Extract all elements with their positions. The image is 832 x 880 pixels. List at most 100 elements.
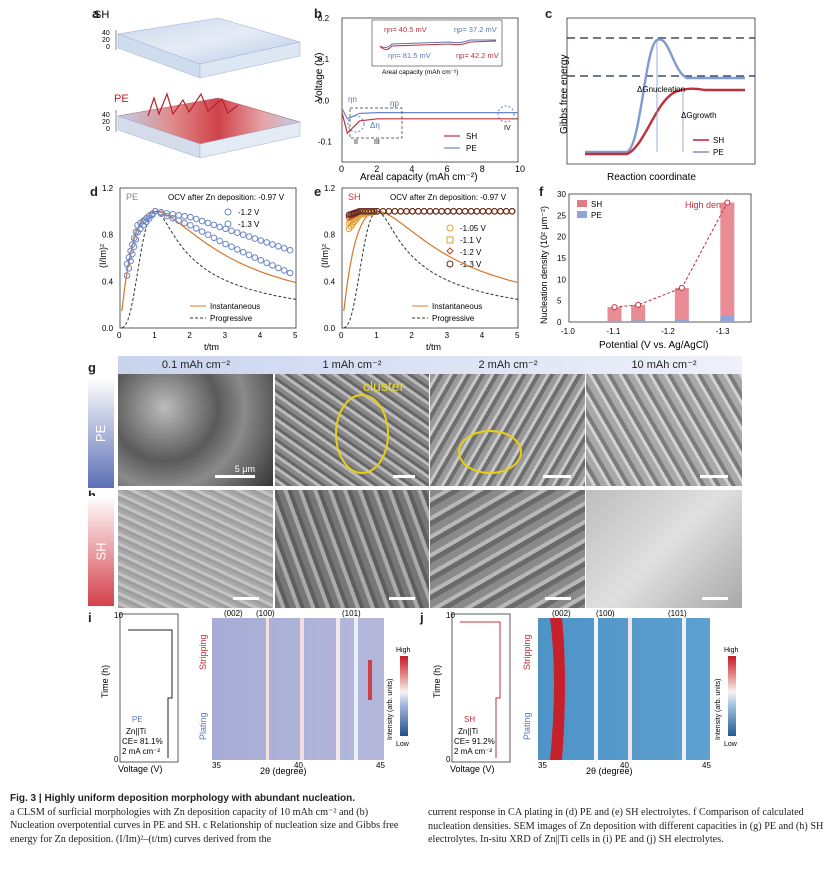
j-ylabel: Time (h) bbox=[432, 665, 442, 698]
i-tt: 45 bbox=[376, 761, 385, 770]
f-ytick: 10 bbox=[557, 275, 566, 284]
d-ylabel: (I/Im)² bbox=[98, 244, 108, 268]
caption-left-text: a CLSM of surficial morphologies with Zn… bbox=[10, 806, 399, 845]
marker--1.3 V bbox=[127, 257, 134, 265]
ytick: 0.0 bbox=[102, 324, 114, 333]
b-ytick: 0.1 bbox=[318, 55, 330, 64]
b-ytick: -0.1 bbox=[318, 137, 332, 146]
marker--1.3 V bbox=[420, 208, 428, 215]
g-header-4: 10 mAh cm⁻² bbox=[631, 359, 697, 371]
marker--1.2 V bbox=[251, 235, 259, 242]
marker--1.3 V bbox=[222, 240, 229, 248]
j-intensity: Intensity (arb. units) bbox=[715, 679, 722, 740]
b-legend-pe: PE bbox=[466, 144, 477, 153]
j-plating: Plating bbox=[522, 712, 532, 740]
marker--1.2 V bbox=[286, 246, 294, 254]
caption-right: current response in CA plating in (d) PE… bbox=[428, 806, 824, 847]
b-eta-n-sh: ηn= 81.5 mV bbox=[388, 51, 431, 60]
j-peak: (100) bbox=[596, 610, 615, 618]
i-low: Low bbox=[396, 741, 410, 748]
b-ylabel: Voltage (V) bbox=[314, 53, 325, 102]
i-cell: Zn||Ti bbox=[126, 727, 146, 736]
cluster-ring bbox=[335, 394, 389, 474]
f-bar-sh bbox=[720, 202, 735, 322]
j-stripping: Stripping bbox=[522, 634, 532, 670]
panel-c: c Gibbs free energy Reaction coordinate … bbox=[545, 6, 765, 184]
f-point bbox=[635, 301, 642, 308]
marker--1.3 V bbox=[467, 208, 475, 215]
sem-sh-10 bbox=[586, 490, 742, 608]
scale-bar bbox=[700, 475, 728, 478]
e-legend-3: -1.2 V bbox=[460, 248, 482, 257]
b-xlabel: Areal capacity (mAh cm⁻²) bbox=[360, 172, 478, 183]
xtick: 5 bbox=[293, 331, 298, 340]
f-xlabel: Potential (V vs. Ag/AgCl) bbox=[599, 340, 709, 351]
marker--1.3 V bbox=[130, 243, 138, 251]
i-peak: (100) bbox=[256, 610, 275, 618]
marker--1.3 V bbox=[438, 208, 445, 215]
h-side-tag: SH bbox=[88, 496, 114, 606]
f-bar-sh bbox=[674, 287, 689, 322]
panel-label-a: a bbox=[92, 6, 100, 21]
f-ytick: 20 bbox=[557, 233, 566, 242]
caption-right-text: current response in CA plating in (d) PE… bbox=[428, 807, 824, 845]
ytick: 0.4 bbox=[102, 277, 114, 286]
xtick: 1 bbox=[374, 331, 379, 340]
clsm-surfaces: SH 40 20 0 PE 40 20 0 bbox=[94, 9, 301, 159]
i-tag: PE bbox=[132, 715, 143, 724]
marker--1.2 V bbox=[210, 221, 218, 229]
panel-b: b Voltage (V) Areal capacity (mAh cm⁻²) … bbox=[310, 6, 530, 184]
f-ytick: 30 bbox=[557, 190, 566, 199]
eta-n-label: ηn bbox=[348, 95, 357, 104]
marker--1.3 V bbox=[251, 254, 259, 261]
b-xtick: 6 bbox=[445, 164, 450, 174]
marker--1.3 V bbox=[403, 208, 410, 215]
marker--1.3 V bbox=[444, 208, 451, 215]
d-chart: PE OCV after Zn deposition: -0.97 V (I/I… bbox=[98, 184, 298, 352]
xtick: 4 bbox=[258, 331, 263, 340]
panel-j: j Time (h) 10 0 SH Zn||Ti CE= 91.2% 2 mA… bbox=[420, 610, 760, 778]
b-xtick: 2 bbox=[374, 164, 379, 174]
marker--1.3 V bbox=[216, 237, 223, 245]
marker--1.3 V bbox=[198, 228, 206, 235]
marker--1.2 V bbox=[204, 219, 212, 227]
panel-label-d: d bbox=[90, 184, 98, 199]
label-pe: PE bbox=[114, 93, 129, 105]
scale-bar bbox=[702, 597, 728, 600]
j-ytick: 0 bbox=[446, 755, 451, 764]
scale-bar bbox=[389, 597, 415, 600]
xtick: 2 bbox=[187, 331, 192, 340]
b-series-pe bbox=[341, 108, 518, 120]
i-ytick: 0 bbox=[114, 755, 119, 764]
scale-label: 5 μm bbox=[234, 464, 255, 474]
overpotential-chart: Voltage (V) Areal capacity (mAh cm⁻²) Ar… bbox=[314, 14, 525, 183]
marker--1.3 V bbox=[491, 208, 498, 215]
marker--1.3 V bbox=[181, 219, 188, 227]
marker--1.2 V bbox=[175, 211, 182, 219]
marker--1.2 V bbox=[130, 234, 138, 242]
marker--1.3 V bbox=[125, 265, 133, 272]
instantaneous-curve bbox=[121, 210, 297, 312]
xtick: 0 bbox=[117, 331, 122, 340]
marker--1.3 V bbox=[479, 208, 487, 215]
marker--1.3 V bbox=[503, 208, 510, 215]
marker--1.3 V bbox=[132, 236, 140, 243]
panel-label-h: h bbox=[88, 488, 96, 503]
b-xtick: 4 bbox=[409, 164, 414, 174]
f-trend-line bbox=[614, 202, 728, 308]
cluster-ring bbox=[458, 430, 522, 474]
g-header-3: 2 mAh cm⁻² bbox=[478, 359, 538, 371]
xtick: 2 bbox=[409, 331, 414, 340]
g-header-1: 0.1 mAh cm⁻² bbox=[161, 359, 231, 371]
b-legend-sh: SH bbox=[466, 132, 477, 141]
marker--1.3 V bbox=[508, 208, 516, 215]
scale-bar bbox=[543, 475, 571, 478]
marker--1.3 V bbox=[210, 234, 218, 242]
c-dg-nucleation: ΔGnucleation bbox=[637, 85, 685, 94]
marker--1.2 V bbox=[257, 237, 265, 244]
i-2theta: 2θ (degree) bbox=[260, 766, 307, 776]
z-tick: 40 bbox=[102, 112, 110, 119]
i-peak: (002) bbox=[224, 610, 243, 618]
marker--1.2 V bbox=[129, 241, 136, 248]
b-xtick: 0 bbox=[339, 164, 344, 174]
